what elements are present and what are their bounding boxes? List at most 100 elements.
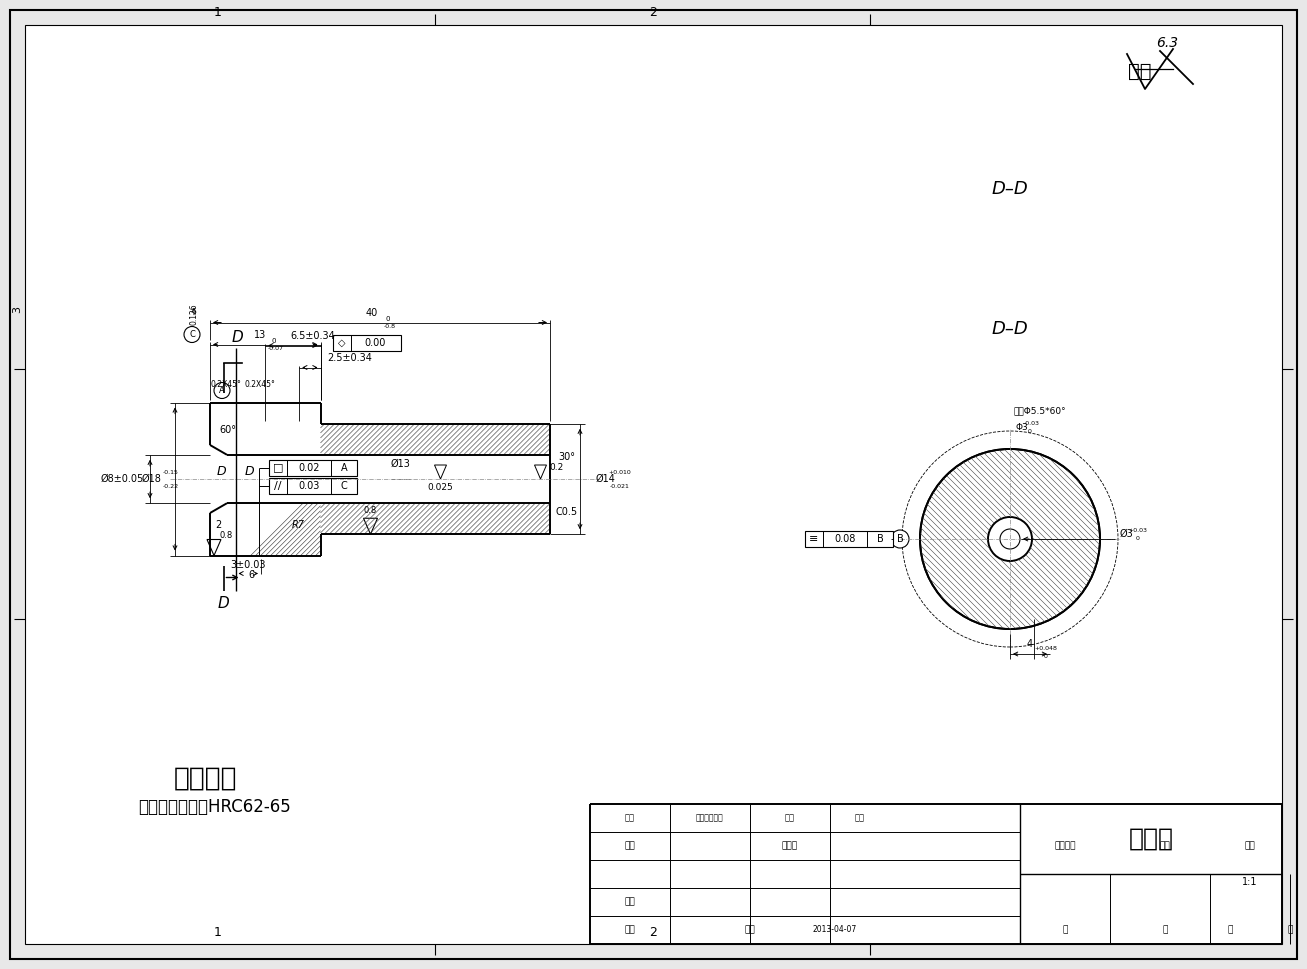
Text: 技术要求: 技术要求 bbox=[174, 766, 237, 792]
Text: 共: 共 bbox=[1063, 925, 1068, 934]
Text: -0.8: -0.8 bbox=[384, 324, 396, 329]
Text: 0: 0 bbox=[1044, 653, 1048, 659]
Text: 30°: 30° bbox=[558, 452, 575, 462]
Text: ◇: ◇ bbox=[337, 337, 345, 348]
Text: Ø18: Ø18 bbox=[141, 474, 161, 484]
Text: B: B bbox=[897, 534, 903, 544]
Text: 0: 0 bbox=[1029, 428, 1033, 433]
Polygon shape bbox=[363, 518, 378, 534]
Bar bbox=[269, 478, 357, 493]
Text: 1: 1 bbox=[214, 925, 222, 939]
Text: 0.03: 0.03 bbox=[298, 481, 320, 490]
Text: 60°: 60° bbox=[220, 425, 237, 435]
Text: 0.8: 0.8 bbox=[363, 506, 378, 515]
Text: -0.021: -0.021 bbox=[610, 484, 630, 488]
Text: 4: 4 bbox=[1027, 639, 1033, 649]
Text: B: B bbox=[877, 534, 884, 544]
Text: 40: 40 bbox=[366, 307, 378, 318]
Circle shape bbox=[920, 449, 1100, 629]
Text: A: A bbox=[220, 386, 225, 395]
Text: 6.3: 6.3 bbox=[1155, 36, 1178, 50]
Text: 沉孔Φ5.5*60°: 沉孔Φ5.5*60° bbox=[1014, 407, 1067, 416]
Text: 柱塞套: 柱塞套 bbox=[1128, 827, 1174, 851]
Text: 图样标记: 图样标记 bbox=[1055, 841, 1076, 851]
Text: C: C bbox=[341, 481, 348, 490]
Text: 2013-04-07: 2013-04-07 bbox=[813, 925, 857, 934]
Text: 0.8: 0.8 bbox=[220, 531, 233, 540]
Text: 1: 1 bbox=[214, 6, 222, 18]
Text: 日期: 日期 bbox=[745, 925, 755, 934]
Text: 0.2X45°: 0.2X45° bbox=[210, 380, 242, 389]
Text: -0.03: -0.03 bbox=[1023, 421, 1040, 425]
Text: +0.048: +0.048 bbox=[1035, 645, 1057, 650]
Bar bbox=[332, 334, 400, 351]
Polygon shape bbox=[207, 540, 221, 555]
Polygon shape bbox=[434, 465, 447, 479]
Text: 3±0.03: 3±0.03 bbox=[230, 559, 267, 570]
Text: 0.00: 0.00 bbox=[365, 337, 386, 348]
Text: 3: 3 bbox=[12, 305, 22, 312]
Text: Ø8±0.05: Ø8±0.05 bbox=[101, 474, 144, 484]
Text: 0.02: 0.02 bbox=[298, 462, 320, 473]
Text: 签字: 签字 bbox=[786, 814, 795, 823]
Text: 其余: 其余 bbox=[1128, 61, 1151, 80]
Text: 0.025: 0.025 bbox=[427, 483, 454, 491]
Text: 标准化: 标准化 bbox=[782, 841, 799, 851]
Text: C: C bbox=[190, 330, 195, 339]
Text: 审核: 审核 bbox=[625, 897, 635, 907]
Text: 页: 页 bbox=[1162, 925, 1167, 934]
Text: 设计: 设计 bbox=[625, 841, 635, 851]
Text: 数更改文件号: 数更改文件号 bbox=[697, 814, 724, 823]
Text: D: D bbox=[231, 330, 243, 345]
Text: Ø3: Ø3 bbox=[1120, 529, 1133, 539]
Text: +0.010: +0.010 bbox=[609, 470, 631, 475]
Polygon shape bbox=[535, 465, 546, 479]
Circle shape bbox=[214, 383, 230, 398]
Text: D–D: D–D bbox=[992, 180, 1029, 198]
Text: D–D: D–D bbox=[992, 320, 1029, 338]
Circle shape bbox=[891, 530, 908, 548]
Text: C0.5: C0.5 bbox=[555, 507, 578, 517]
Text: Ø13: Ø13 bbox=[391, 459, 410, 469]
Text: 0.08: 0.08 bbox=[834, 534, 856, 544]
Text: 6.5±0.34: 6.5±0.34 bbox=[290, 330, 336, 340]
Text: 2: 2 bbox=[214, 520, 221, 530]
Text: 6: 6 bbox=[248, 571, 255, 580]
Text: +0.03: +0.03 bbox=[1128, 527, 1148, 533]
Text: 0.2X45°: 0.2X45° bbox=[244, 380, 276, 389]
Text: 热处理及时效后HRC62-65: 热处理及时效后HRC62-65 bbox=[139, 798, 291, 816]
Text: D: D bbox=[218, 596, 229, 611]
Circle shape bbox=[1000, 529, 1019, 549]
Text: 页: 页 bbox=[1287, 925, 1293, 934]
Text: □: □ bbox=[273, 462, 284, 473]
Text: 2.5±0.34: 2.5±0.34 bbox=[328, 353, 372, 362]
Text: -0.15: -0.15 bbox=[163, 470, 179, 475]
Text: 第: 第 bbox=[1227, 925, 1233, 934]
Text: Φ3: Φ3 bbox=[1016, 422, 1027, 431]
Text: 13: 13 bbox=[254, 329, 267, 339]
Text: //: // bbox=[274, 481, 282, 490]
Bar bbox=[269, 459, 357, 476]
Text: 0.126: 0.126 bbox=[190, 303, 199, 326]
Text: 0: 0 bbox=[271, 337, 276, 343]
Text: ≡: ≡ bbox=[809, 534, 818, 544]
Circle shape bbox=[184, 327, 200, 342]
Text: D: D bbox=[244, 464, 255, 478]
Text: -0.22: -0.22 bbox=[163, 484, 179, 488]
Text: D: D bbox=[217, 464, 226, 478]
Text: 标记: 标记 bbox=[625, 814, 635, 823]
Text: 工艺: 工艺 bbox=[625, 925, 635, 934]
Text: 日期: 日期 bbox=[855, 814, 865, 823]
Circle shape bbox=[988, 517, 1033, 561]
Text: 0.2: 0.2 bbox=[549, 462, 563, 472]
Text: 0: 0 bbox=[386, 316, 391, 322]
Text: 2: 2 bbox=[650, 6, 657, 18]
Text: 比例: 比例 bbox=[1244, 841, 1256, 851]
Text: -0.07: -0.07 bbox=[267, 346, 284, 351]
Text: 0: 0 bbox=[1136, 536, 1140, 541]
Text: 2: 2 bbox=[650, 925, 657, 939]
Text: Ø14: Ø14 bbox=[595, 474, 614, 484]
Text: 1:1: 1:1 bbox=[1242, 877, 1257, 888]
Text: R7: R7 bbox=[291, 520, 305, 530]
Text: A: A bbox=[341, 462, 348, 473]
